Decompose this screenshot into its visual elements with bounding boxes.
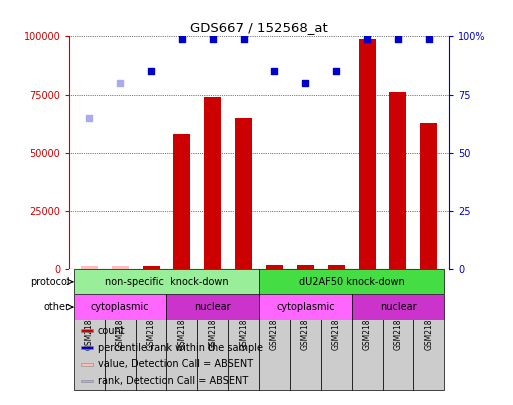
Bar <box>74 269 259 294</box>
Title: GDS667 / 152568_at: GDS667 / 152568_at <box>190 21 328 34</box>
Bar <box>173 134 190 269</box>
Text: nuclear: nuclear <box>194 302 231 312</box>
Point <box>270 68 279 75</box>
Text: count: count <box>98 326 125 336</box>
Point <box>394 36 402 42</box>
Text: cytoplasmic: cytoplasmic <box>276 302 334 312</box>
Text: rank, Detection Call = ABSENT: rank, Detection Call = ABSENT <box>98 376 248 386</box>
Bar <box>81 346 93 349</box>
Text: percentile rank within the sample: percentile rank within the sample <box>98 343 263 352</box>
Bar <box>81 329 93 332</box>
Bar <box>204 97 221 269</box>
Text: nuclear: nuclear <box>380 302 416 312</box>
Bar <box>420 123 437 269</box>
Point <box>240 36 248 42</box>
Text: protocol: protocol <box>30 277 69 287</box>
Text: other: other <box>43 302 69 312</box>
Text: dU2AF50 knock-down: dU2AF50 knock-down <box>299 277 405 287</box>
Bar <box>167 294 259 320</box>
Point <box>209 36 217 42</box>
Point <box>363 36 371 42</box>
Bar <box>143 266 160 269</box>
Bar <box>297 264 314 269</box>
Point <box>178 36 186 42</box>
Bar <box>81 380 93 382</box>
Bar <box>112 266 129 269</box>
Point <box>85 115 93 121</box>
Bar <box>235 118 252 269</box>
Bar <box>81 363 93 366</box>
Point <box>301 80 309 86</box>
Point <box>425 36 433 42</box>
Point <box>147 68 155 75</box>
Text: non-specific  knock-down: non-specific knock-down <box>105 277 228 287</box>
Bar <box>259 294 351 320</box>
Bar <box>328 264 345 269</box>
Point <box>116 80 124 86</box>
Bar <box>359 39 376 269</box>
Bar <box>266 264 283 269</box>
Text: cytoplasmic: cytoplasmic <box>91 302 149 312</box>
Bar <box>81 266 98 269</box>
Bar <box>389 92 406 269</box>
Bar <box>351 294 444 320</box>
Bar <box>259 269 444 294</box>
Text: value, Detection Call = ABSENT: value, Detection Call = ABSENT <box>98 359 253 369</box>
Bar <box>74 294 167 320</box>
Point <box>332 68 340 75</box>
